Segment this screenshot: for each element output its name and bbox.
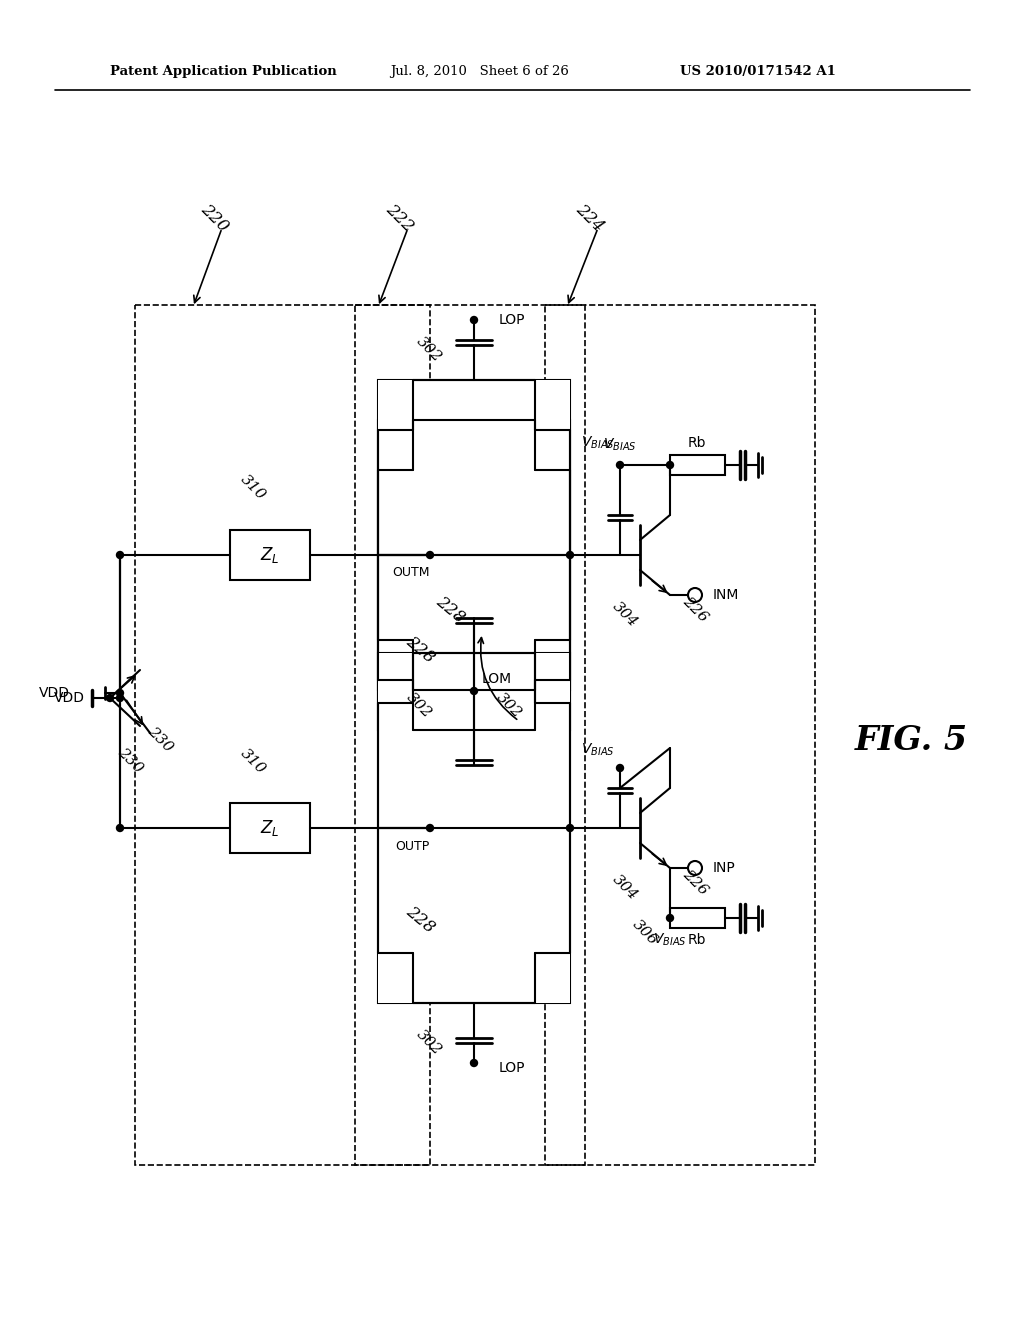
- Text: LOP: LOP: [499, 313, 525, 327]
- Text: 302: 302: [414, 1028, 444, 1059]
- Text: INM: INM: [713, 587, 739, 602]
- Bar: [378, 420, 413, 470]
- Text: 302: 302: [494, 690, 524, 721]
- Text: Patent Application Publication: Patent Application Publication: [110, 66, 337, 78]
- Bar: [545, 305, 815, 1166]
- Bar: [535, 680, 570, 730]
- Text: $V_{BIAS}$: $V_{BIAS}$: [582, 742, 615, 758]
- Text: 304: 304: [609, 599, 640, 630]
- Bar: [378, 380, 413, 430]
- Bar: [670, 455, 725, 475]
- Bar: [378, 953, 413, 1003]
- Text: INP: INP: [713, 861, 736, 875]
- Circle shape: [117, 689, 124, 697]
- Bar: [378, 680, 413, 730]
- Circle shape: [117, 552, 124, 558]
- Bar: [135, 305, 430, 1166]
- Circle shape: [106, 694, 114, 701]
- Text: 310: 310: [238, 747, 268, 777]
- Text: 220: 220: [198, 201, 232, 235]
- Bar: [378, 653, 570, 1003]
- Bar: [230, 803, 310, 853]
- Circle shape: [427, 825, 433, 832]
- Text: 302: 302: [403, 690, 434, 721]
- Text: Rb: Rb: [688, 933, 707, 946]
- Circle shape: [470, 317, 477, 323]
- Circle shape: [616, 764, 624, 771]
- Circle shape: [470, 1060, 477, 1067]
- Text: LOM: LOM: [482, 672, 512, 686]
- Circle shape: [667, 462, 674, 469]
- Text: FIG. 5: FIG. 5: [855, 723, 968, 756]
- Text: 224: 224: [572, 201, 607, 235]
- Text: 228: 228: [432, 593, 468, 627]
- Text: 302: 302: [414, 335, 444, 366]
- Text: 228: 228: [402, 634, 437, 667]
- Text: OUTM: OUTM: [392, 566, 430, 579]
- Bar: [535, 653, 570, 704]
- Circle shape: [566, 552, 573, 558]
- Bar: [670, 908, 725, 928]
- Text: VDD: VDD: [39, 686, 70, 700]
- Bar: [535, 953, 570, 1003]
- Circle shape: [117, 825, 124, 832]
- Text: OUTP: OUTP: [395, 840, 430, 853]
- Circle shape: [427, 552, 433, 558]
- Text: $Z_L$: $Z_L$: [260, 545, 280, 565]
- Text: 226: 226: [680, 867, 711, 899]
- Bar: [378, 380, 570, 730]
- Circle shape: [566, 825, 573, 832]
- Text: LOP: LOP: [499, 1061, 525, 1074]
- Text: 222: 222: [383, 201, 417, 235]
- Text: $V_{BIAS}$: $V_{BIAS}$: [603, 437, 637, 453]
- Text: 226: 226: [680, 595, 711, 626]
- Text: $Z_L$: $Z_L$: [260, 818, 280, 838]
- Text: 310: 310: [238, 473, 268, 503]
- Circle shape: [667, 915, 674, 921]
- Text: 228: 228: [402, 903, 437, 937]
- Text: 306: 306: [630, 917, 660, 948]
- Text: US 2010/0171542 A1: US 2010/0171542 A1: [680, 66, 836, 78]
- Bar: [355, 305, 585, 1166]
- Text: VDD: VDD: [54, 690, 85, 705]
- Circle shape: [616, 462, 624, 469]
- Bar: [378, 420, 570, 690]
- Bar: [378, 653, 413, 704]
- Text: Jul. 8, 2010   Sheet 6 of 26: Jul. 8, 2010 Sheet 6 of 26: [390, 66, 569, 78]
- Text: Rb: Rb: [688, 436, 707, 450]
- Text: 304: 304: [609, 873, 640, 903]
- Text: 230: 230: [144, 725, 175, 755]
- Text: $V_{BIAS}$: $V_{BIAS}$: [653, 932, 687, 948]
- Bar: [230, 531, 310, 579]
- Circle shape: [470, 688, 477, 694]
- Text: $V_{BIAS}$: $V_{BIAS}$: [582, 434, 615, 451]
- Circle shape: [117, 694, 124, 701]
- Bar: [535, 640, 570, 690]
- Bar: [535, 420, 570, 470]
- Text: 230: 230: [115, 746, 145, 776]
- Bar: [378, 640, 413, 690]
- Bar: [535, 380, 570, 430]
